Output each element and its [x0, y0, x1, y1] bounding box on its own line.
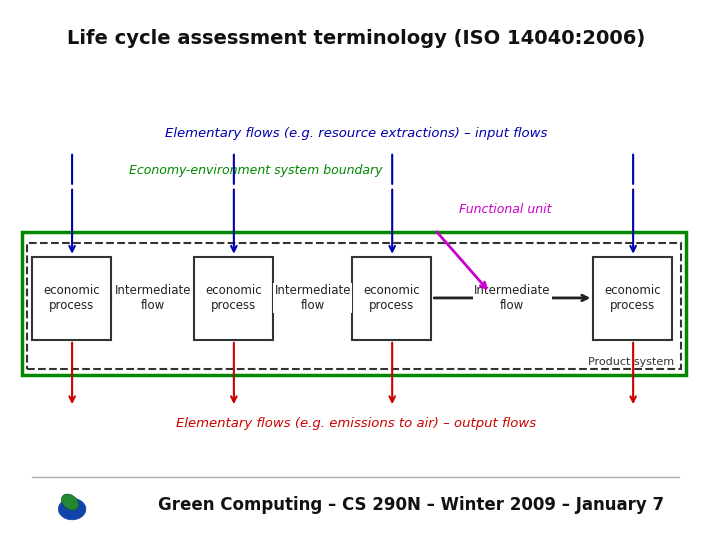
Text: economic
process: economic process [364, 284, 420, 312]
Text: Green Computing – CS 290N – Winter 2009 – January 7: Green Computing – CS 290N – Winter 2009 … [158, 496, 664, 514]
Text: economic
process: economic process [605, 284, 661, 312]
Text: Intermediate
flow: Intermediate flow [274, 284, 351, 312]
Text: Elementary flows (e.g. emissions to air) – output flows: Elementary flows (e.g. emissions to air)… [176, 416, 536, 430]
FancyBboxPatch shape [593, 256, 672, 340]
Text: Intermediate
flow: Intermediate flow [474, 284, 551, 312]
Text: Economy-environment system boundary: Economy-environment system boundary [129, 164, 382, 177]
Text: economic
process: economic process [205, 284, 262, 312]
Text: Intermediate
flow: Intermediate flow [114, 284, 191, 312]
FancyBboxPatch shape [352, 256, 431, 340]
Text: economic
process: economic process [43, 284, 100, 312]
Circle shape [58, 498, 86, 520]
Text: Elementary flows (e.g. resource extractions) – input flows: Elementary flows (e.g. resource extracti… [165, 126, 547, 139]
Text: Functional unit: Functional unit [459, 203, 552, 217]
Ellipse shape [61, 494, 78, 510]
FancyBboxPatch shape [32, 256, 112, 340]
Text: Product system: Product system [588, 357, 674, 367]
FancyBboxPatch shape [194, 256, 273, 340]
Text: Life cycle assessment terminology (ISO 14040:2006): Life cycle assessment terminology (ISO 1… [66, 30, 645, 49]
